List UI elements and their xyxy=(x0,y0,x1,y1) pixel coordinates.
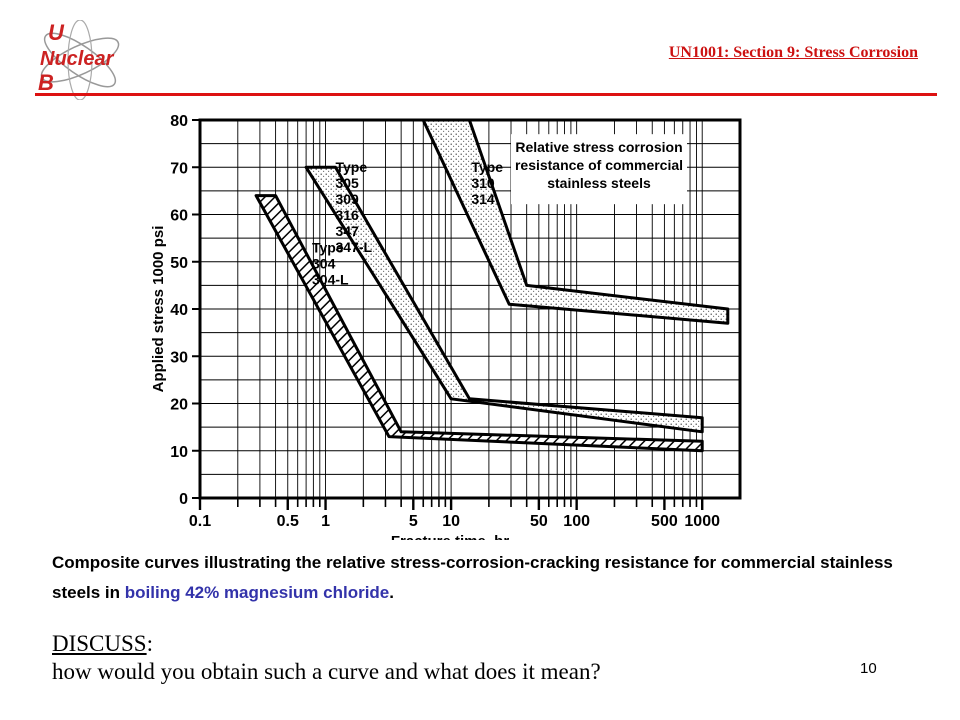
series-label-304-line: Type xyxy=(312,239,344,255)
discuss-colon: : xyxy=(146,631,153,656)
x-tick-label: 100 xyxy=(563,513,590,530)
x-tick-label: 50 xyxy=(530,513,548,530)
logo-word: Nuclear xyxy=(40,48,114,70)
series-label-305-line: 309 xyxy=(335,191,359,207)
chart-title-line: stainless steels xyxy=(547,175,651,191)
page-number: 10 xyxy=(860,660,877,677)
discussion-prompt: DISCUSS: how would you obtain such a cur… xyxy=(52,630,601,686)
x-tick-label: 1 xyxy=(321,513,330,530)
y-tick-label: 30 xyxy=(170,349,188,366)
y-tick-label: 0 xyxy=(179,491,188,508)
series-label-305-line: 316 xyxy=(335,207,359,223)
series-label-310-line: Type xyxy=(471,159,503,175)
atom-orbit-icon xyxy=(40,20,120,100)
series-label-305-line: 347-L xyxy=(335,239,372,255)
series-band-1 xyxy=(254,194,704,453)
logo-letter-u: U xyxy=(48,20,64,45)
x-axis-label: Fracture time, hr xyxy=(391,533,510,540)
caption-text: Composite curves illustrating the relati… xyxy=(52,553,893,602)
x-tick-label: 1000 xyxy=(684,513,720,530)
y-tick-label: 40 xyxy=(170,302,188,319)
series-label-310-line: 314 xyxy=(471,191,495,207)
discuss-label: DISCUSS xyxy=(52,631,147,656)
y-tick-label: 20 xyxy=(170,397,188,414)
series-label-304-line: 304-L xyxy=(312,271,349,287)
series-label-310-line: 310 xyxy=(471,175,495,191)
header-divider xyxy=(35,93,937,96)
section-title: UN1001: Section 9: Stress Corrosion xyxy=(668,44,918,61)
series-label-305-line: Type xyxy=(335,159,367,175)
x-tick-label: 0.5 xyxy=(277,513,299,530)
chart-title-line: Relative stress corrosion xyxy=(515,139,682,155)
caption-end: . xyxy=(389,583,394,602)
x-tick-label: 0.1 xyxy=(189,513,211,530)
stress-corrosion-chart: Type 304 304-L Type 305 309 316 347 347-L Type 310… xyxy=(145,108,745,550)
y-tick-label: 80 xyxy=(170,113,188,130)
figure-caption: Composite curves illustrating the relati… xyxy=(52,548,912,608)
series-label-305-line: 347 xyxy=(335,223,359,239)
x-tick-label: 500 xyxy=(651,513,678,530)
discuss-question: how would you obtain such a curve and wh… xyxy=(52,659,601,684)
series-band-2 xyxy=(304,165,704,434)
chart-title-line: resistance of commercial xyxy=(515,157,683,173)
y-tick-label: 50 xyxy=(170,255,188,272)
y-axis-label: Applied stress 1000 psi xyxy=(150,226,167,393)
x-tick-label: 10 xyxy=(442,513,460,530)
y-tick-label: 70 xyxy=(170,160,188,177)
chart-title-box xyxy=(511,134,688,205)
y-tick-label: 10 xyxy=(170,444,188,461)
logo-letter-b: B xyxy=(38,70,54,95)
chart-svg: Type304304-LType305309316347347-LType310… xyxy=(150,113,742,550)
y-tick-label: 60 xyxy=(170,208,188,225)
series-label-305-line: 305 xyxy=(335,175,359,191)
x-tick-label: 5 xyxy=(409,513,418,530)
caption-highlight: boiling 42% magnesium chloride xyxy=(124,583,390,602)
series-label-304-line: 304 xyxy=(312,255,336,271)
logo: U Nuclear B xyxy=(30,20,130,100)
